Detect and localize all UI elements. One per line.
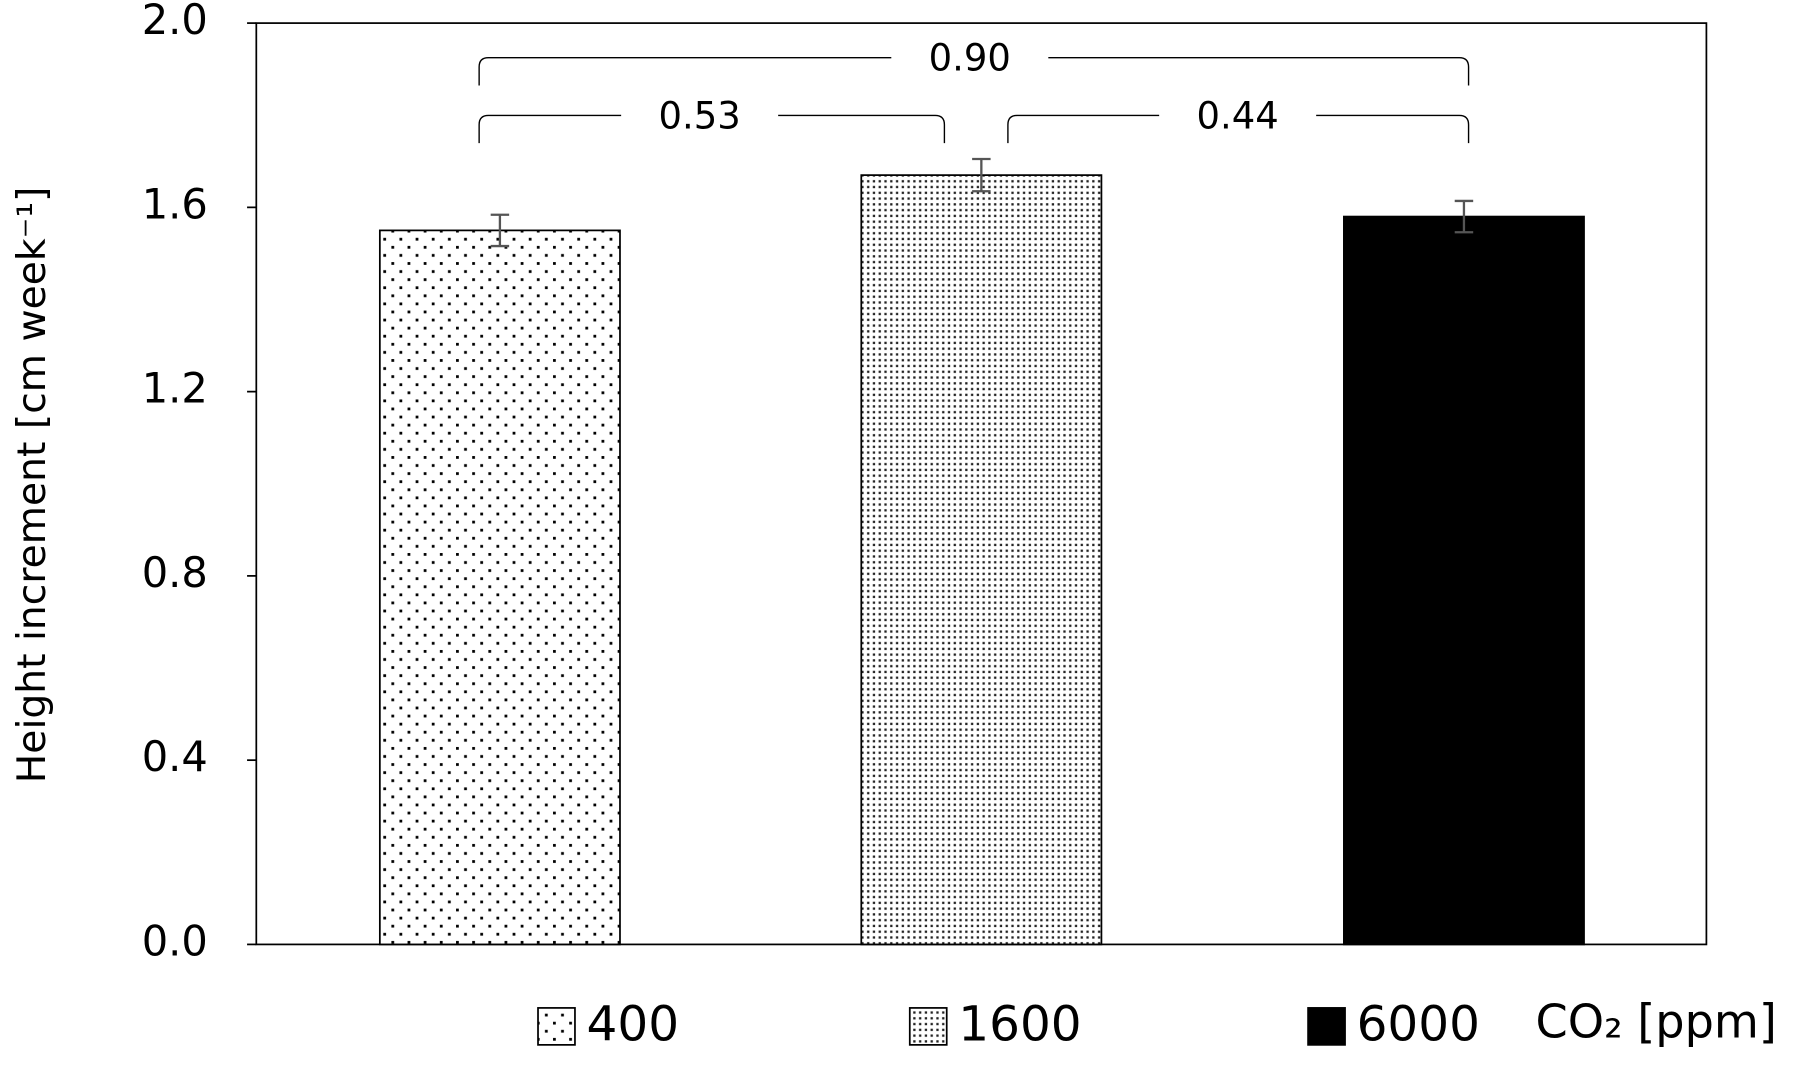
error-bar — [1454, 199, 1474, 234]
y-tick-label: 2.0 — [142, 0, 208, 44]
legend-swatch — [1307, 1007, 1346, 1046]
bracket — [478, 57, 892, 86]
legend-label: 1600 — [958, 997, 1081, 1053]
annotation: 0.53 — [659, 94, 741, 137]
y-axis-label: Height increment [cm week⁻¹] — [10, 187, 55, 784]
error-bar — [972, 157, 991, 193]
annotation: 0.90 — [929, 37, 1011, 80]
bracket — [1316, 114, 1470, 144]
annotation: 0.44 — [1197, 94, 1279, 137]
legend-swatch — [537, 1007, 576, 1046]
y-tick-label: 0.4 — [142, 732, 208, 781]
bar — [860, 174, 1103, 946]
y-tick-label: 0.8 — [142, 548, 208, 597]
bracket — [1007, 114, 1160, 144]
bar — [378, 229, 621, 946]
legend-title: CO₂ [ppm] — [1536, 995, 1777, 1049]
bracket — [478, 114, 622, 144]
bracket — [778, 114, 946, 144]
legend-label: 400 — [587, 997, 680, 1053]
bracket — [1048, 57, 1470, 86]
legend-label: 6000 — [1357, 997, 1480, 1053]
y-tick-label: 1.6 — [142, 179, 208, 228]
y-tick-label: 0.0 — [142, 916, 208, 965]
legend-swatch — [908, 1007, 948, 1046]
error-bar — [490, 213, 510, 248]
bar — [1343, 215, 1585, 946]
y-tick-label: 1.2 — [142, 364, 208, 413]
